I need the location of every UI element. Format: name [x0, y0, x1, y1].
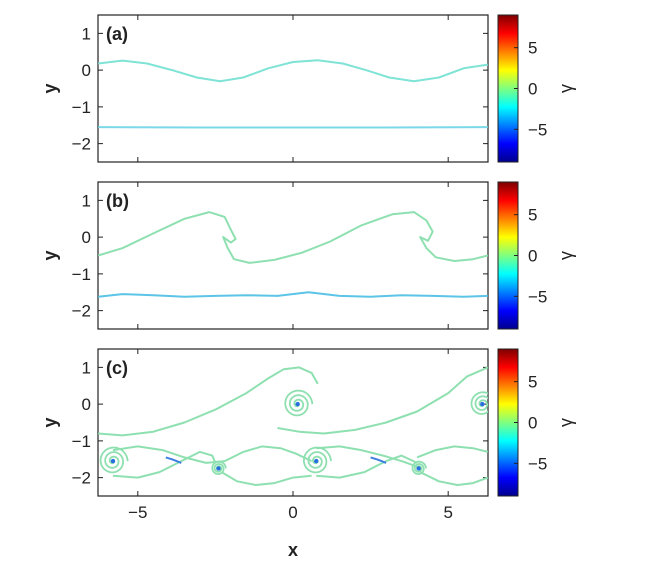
- y-tick-label: 0: [82, 61, 91, 80]
- panel-label: (a): [106, 24, 128, 44]
- vortex-sheet-line: [370, 456, 387, 464]
- colorbar-tick-label: 5: [528, 39, 537, 58]
- colorbar-tick-label: 0: [528, 247, 537, 266]
- panel-1: 1 0 −1 −2 y (b) 5 0 −5 γ: [40, 181, 576, 330]
- vortex-core: [295, 401, 300, 407]
- colorbar-tick-label: 0: [528, 414, 537, 433]
- x-tick-label: −5: [128, 503, 147, 522]
- y-tick-label: −2: [72, 135, 91, 154]
- plot-frame: [97, 14, 489, 163]
- y-tick-label: −1: [72, 98, 91, 117]
- vortex-core: [314, 458, 319, 464]
- vortex-spiral: [470, 391, 488, 415]
- colorbar-label: γ: [556, 84, 576, 93]
- y-axis-label: y: [40, 417, 60, 427]
- y-tick-label: 1: [82, 191, 91, 210]
- vortex-sheet-line: [221, 471, 312, 486]
- vortex-core: [416, 466, 421, 471]
- vortex-sheet-line: [416, 445, 488, 459]
- plot-area: [98, 366, 488, 486]
- panel-label: (c): [106, 358, 128, 378]
- vortex-core: [480, 401, 485, 407]
- plot-area: [98, 211, 488, 298]
- colorbar-tick-label: −5: [528, 454, 547, 473]
- vortex-sheet-line: [165, 456, 182, 464]
- vortex-sheet-line: [316, 454, 418, 479]
- colorbar-tick-label: 5: [528, 373, 537, 392]
- vortex-core: [216, 466, 221, 471]
- colorbar-tick-label: −5: [528, 120, 547, 139]
- colorbar-tick-label: 5: [528, 206, 537, 225]
- colorbar-label: γ: [556, 251, 576, 260]
- x-axis-label: x: [288, 540, 298, 560]
- vortex-sheet-line: [316, 445, 418, 468]
- colorbar-label: γ: [556, 418, 576, 427]
- vortex-sheet-line: [277, 366, 488, 435]
- y-tick-label: −2: [72, 469, 91, 488]
- vortex-sheet-line: [419, 471, 488, 486]
- x-tick-label: 5: [443, 503, 452, 522]
- plot-frame: [97, 348, 489, 497]
- vortex-sheet-line: [98, 366, 319, 437]
- panel-2: −5 0 510−1−2y(c)50−5γ: [40, 348, 576, 522]
- y-tick-label: 1: [82, 24, 91, 43]
- vortex-spiral: [303, 446, 332, 474]
- y-tick-label: −1: [72, 265, 91, 284]
- vortex-sheet-line: [98, 211, 488, 264]
- vortex-sheet-line: [98, 59, 488, 83]
- y-tick-label: −1: [72, 432, 91, 451]
- y-axis-label: y: [40, 83, 60, 93]
- vortex-core: [110, 458, 116, 464]
- vortex-spiral: [99, 446, 129, 474]
- y-tick-label: 1: [82, 358, 91, 377]
- vortex-sheet-line: [98, 291, 488, 298]
- y-tick-label: 0: [82, 228, 91, 247]
- colorbar-tick-label: −5: [528, 287, 547, 306]
- panel-label: (b): [106, 191, 129, 211]
- y-axis-label: y: [40, 250, 60, 260]
- y-tick-label: −2: [72, 302, 91, 321]
- vortex-sheet-line: [112, 450, 217, 479]
- vortex-spiral: [284, 389, 314, 417]
- panel-0: 1 0 −1 −2 y (a) 5 0 −5 γ: [40, 14, 576, 163]
- vortex-sheet-line: [112, 445, 313, 464]
- x-tick-label: 0: [288, 503, 297, 522]
- plot-area: [98, 59, 488, 129]
- y-tick-label: 0: [82, 395, 91, 414]
- colorbar-tick-label: 0: [528, 80, 537, 99]
